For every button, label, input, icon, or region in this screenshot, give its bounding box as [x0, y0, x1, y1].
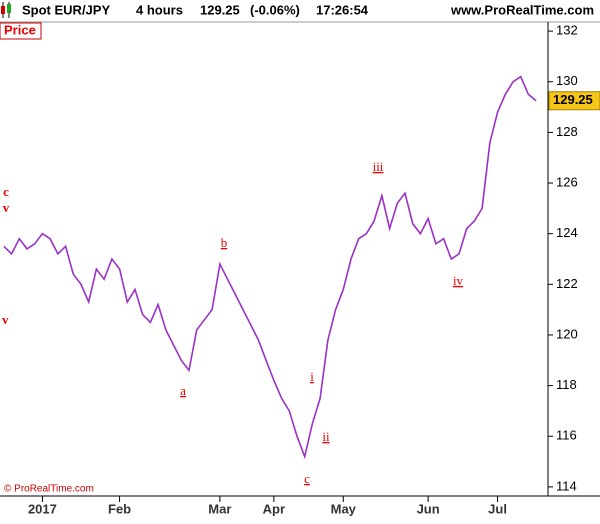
wave-label: v [3, 200, 10, 215]
wave-label: i [310, 369, 314, 384]
change: (-0.06%) [250, 2, 300, 17]
wave-label: b [221, 235, 228, 250]
wave-label: c [304, 471, 310, 486]
y-tick-label: 118 [556, 377, 577, 392]
wave-label: iv [453, 273, 464, 288]
interval: 4 hours [136, 2, 183, 17]
y-tick-label: 124 [556, 225, 578, 240]
wave-label: c [3, 184, 9, 199]
wave-label: ii [322, 429, 330, 444]
last-price-label: 129.25 [553, 92, 593, 107]
x-tick-label: May [331, 501, 357, 516]
copyright: © ProRealTime.com [4, 484, 94, 495]
candle-icon [1, 2, 11, 18]
y-tick-label: 126 [556, 174, 578, 189]
price: 129.25 [200, 2, 240, 17]
last-price-box [548, 91, 600, 111]
y-tick-label: 116 [556, 428, 577, 443]
y-tick-label: 122 [556, 276, 578, 291]
x-tick-label: Mar [208, 501, 231, 516]
panel-label: Price [4, 22, 36, 37]
symbol: Spot EUR/JPY [22, 2, 110, 17]
time: 17:26:54 [316, 2, 369, 17]
y-tick-label: 128 [556, 124, 578, 139]
x-tick-label: 2017 [28, 501, 57, 516]
site: www.ProRealTime.com [450, 2, 594, 17]
wave-label: iii [373, 159, 384, 174]
x-tick-label: Feb [108, 501, 131, 516]
wave-label: a [180, 383, 186, 398]
price-line [3, 75, 537, 460]
y-tick-label: 130 [556, 73, 578, 88]
x-tick-label: Jul [488, 501, 507, 516]
y-tick-label: 132 [556, 23, 578, 38]
wave-label: v [2, 312, 9, 327]
x-tick-label: Jun [417, 501, 440, 516]
x-tick-label: Apr [263, 501, 285, 516]
y-tick-label: 120 [556, 326, 578, 341]
panel-label-box [0, 22, 42, 40]
y-tick-label: 114 [556, 478, 577, 493]
